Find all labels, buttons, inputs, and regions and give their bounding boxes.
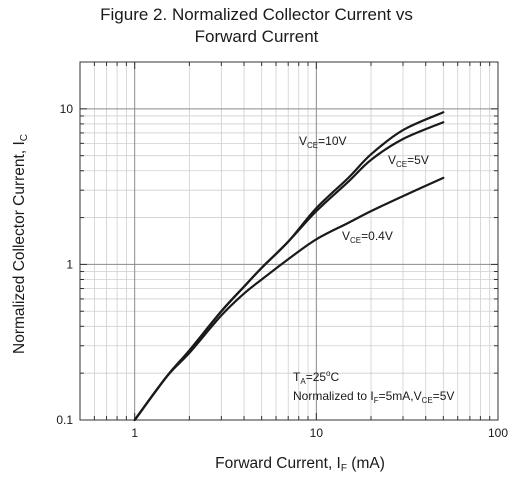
label-vce-5v: VCE=5V	[388, 153, 429, 169]
series-group	[133, 111, 445, 422]
chart-title-line-1: Figure 2. Normalized Collector Current v…	[100, 5, 413, 24]
label-vce-10v: VCE=10V	[299, 134, 347, 150]
chart-title: Figure 2. Normalized Collector Current v…	[0, 4, 513, 48]
annotation-normalization: Normalized to IF=5mA,VCE=5V	[293, 389, 454, 405]
plot-frame	[79, 61, 499, 421]
y-tick-label: 10	[60, 102, 74, 116]
y-tick-label: 1	[66, 257, 73, 271]
chart-title-line-2: Forward Current	[194, 27, 319, 46]
x-tick-label: 1	[131, 426, 138, 440]
series-line-0	[133, 111, 445, 422]
x-tick-label: 10	[310, 426, 324, 440]
x-axis-label: Forward Current, IF (mA)	[215, 455, 385, 474]
y-axis-label: Normalized Collector Current, IC	[11, 134, 30, 354]
label-vce-0-4v: VCE=0.4V	[342, 229, 393, 245]
y-tick-label: 0.1	[56, 413, 73, 427]
x-tick-label: 100	[488, 426, 508, 440]
series-line-1	[133, 121, 445, 422]
series-line-2	[133, 176, 445, 422]
axis-ticks: 1 10 100 0.1 1 10	[56, 61, 508, 440]
annotation-temperature: TA=25oC	[293, 369, 340, 386]
